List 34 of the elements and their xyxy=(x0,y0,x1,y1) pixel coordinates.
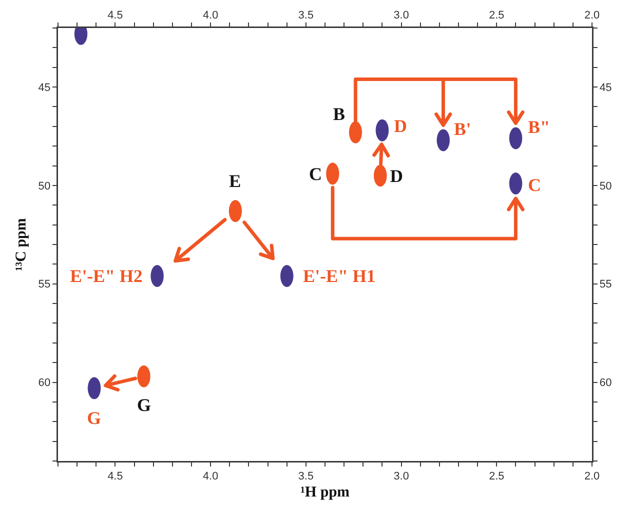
annotation: C xyxy=(309,164,322,184)
annotation: E xyxy=(229,171,242,191)
y2-tick-label: 45 xyxy=(600,82,612,94)
x2-tick-label: 4.0 xyxy=(202,470,218,482)
y2-tick-label: 60 xyxy=(600,377,612,390)
annotation: G xyxy=(137,395,152,415)
x-tick-label: 3.0 xyxy=(394,9,409,22)
annotation: D xyxy=(394,116,407,136)
x-axis-title: ¹H ppm xyxy=(300,484,350,500)
x-tick-label: 2.5 xyxy=(488,9,504,22)
y-tick-label: 55 xyxy=(38,278,50,291)
annotation: E'-E" H2 xyxy=(70,266,143,286)
annotation: B xyxy=(333,104,346,124)
x-tick-label: 4.0 xyxy=(202,9,218,22)
annotation: G xyxy=(87,408,102,428)
annotation: E'-E" H1 xyxy=(303,266,376,286)
y-tick-label: 50 xyxy=(38,180,50,192)
x2-tick-label: 3.0 xyxy=(394,470,409,482)
x2-tick-label: 2.0 xyxy=(584,470,600,482)
annotation: B" xyxy=(528,117,550,137)
annotation: C xyxy=(528,175,541,195)
annotation: D xyxy=(390,166,403,186)
x2-tick-label: 3.5 xyxy=(298,470,314,482)
x2-tick-label: 2.5 xyxy=(488,470,504,482)
x-tick-label: 4.5 xyxy=(108,9,123,22)
y2-tick-label: 50 xyxy=(600,180,612,192)
x-tick-label: 3.5 xyxy=(298,9,314,22)
y-tick-label: 45 xyxy=(38,82,50,94)
y2-tick-label: 55 xyxy=(600,278,612,291)
y-tick-label: 60 xyxy=(38,377,50,390)
y-axis-title: ¹³C ppm xyxy=(14,218,30,271)
annotation: B' xyxy=(454,119,472,139)
x2-tick-label: 4.5 xyxy=(108,470,123,482)
x-tick-label: 2.0 xyxy=(584,9,600,22)
